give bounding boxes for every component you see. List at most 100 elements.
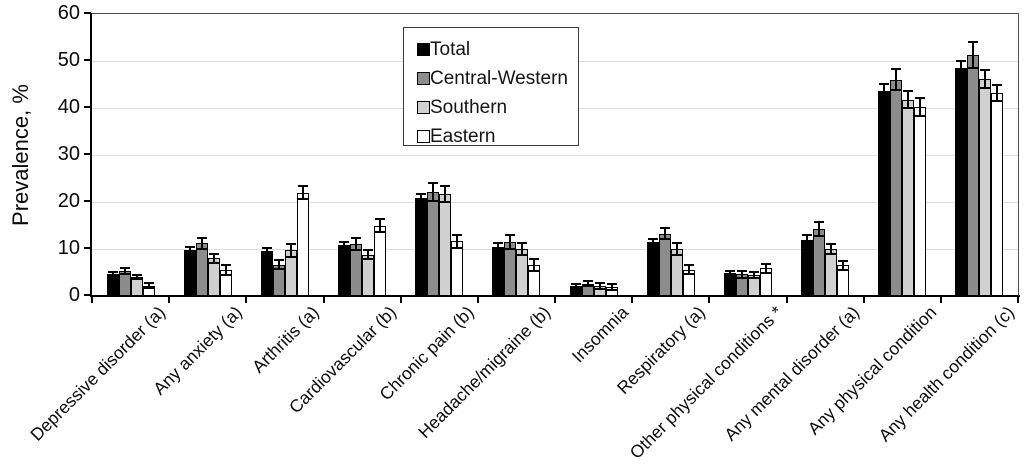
x-tick [245, 297, 248, 303]
error-bar [135, 274, 138, 279]
error-bar-cap [606, 283, 617, 286]
error-bar-cap [416, 193, 427, 196]
error-bar [111, 272, 114, 276]
bar [195, 243, 208, 296]
error-bar-cap [273, 259, 284, 262]
bar [207, 258, 220, 296]
y-tick [84, 294, 91, 296]
x-tick [476, 297, 479, 303]
error-bar [200, 237, 203, 249]
error-bar [521, 243, 524, 255]
error-bar [919, 98, 922, 116]
error-bar-cap [375, 231, 386, 234]
bar [890, 79, 903, 296]
error-bar-cap [736, 276, 747, 279]
error-bar-cap [452, 233, 463, 236]
error-bar-cap [184, 245, 195, 248]
bar [106, 273, 119, 296]
error-bar-cap [196, 248, 207, 250]
error-bar-cap [261, 253, 272, 256]
legend-label: Southern [430, 97, 508, 118]
error-bar-cap [760, 263, 771, 266]
error-bar-cap [452, 247, 463, 250]
y-tick-label: 30 [57, 143, 80, 165]
error-bar [960, 61, 963, 75]
y-tick-label: 10 [57, 237, 80, 259]
error-bar-cap [493, 242, 504, 245]
bar [646, 242, 659, 296]
error-bar [675, 242, 678, 256]
error-bar-cap [724, 269, 735, 272]
error-bar [740, 271, 743, 278]
legend-item: Total [417, 35, 578, 64]
bar [914, 107, 927, 296]
x-tick [862, 297, 865, 303]
x-category-label: Any physical condition [803, 302, 941, 439]
bar [362, 254, 375, 296]
error-bar-cap [570, 286, 581, 289]
error-bar-cap [297, 185, 308, 188]
bar [658, 233, 671, 296]
error-bar [343, 241, 346, 249]
y-tick-label: 20 [57, 190, 80, 212]
error-bar-cap [505, 248, 516, 250]
error-bar-cap [351, 249, 362, 252]
y-tick [84, 12, 91, 14]
error-bar [224, 265, 227, 276]
error-bar-cap [493, 249, 504, 252]
error-bar-cap [582, 285, 593, 288]
legend-item: Central-Western [417, 64, 578, 93]
x-category-label: Headache/migraine (b) [414, 302, 555, 443]
x-category-label: Insomnia [567, 302, 632, 367]
error-bar-cap [980, 86, 991, 89]
error-bar [752, 271, 755, 279]
error-bar-cap [594, 282, 605, 285]
bar [902, 99, 915, 296]
y-tick-label: 60 [57, 2, 80, 24]
error-bar [806, 235, 809, 244]
error-bar [842, 260, 845, 271]
error-bar-cap [903, 107, 914, 110]
error-bar-cap [196, 236, 207, 239]
error-bar [456, 234, 459, 249]
error-bar-cap [339, 240, 350, 243]
error-bar-cap [814, 234, 825, 237]
error-bar-cap [505, 233, 516, 236]
error-bar [764, 264, 767, 273]
error-bar-cap [131, 273, 142, 276]
error-bar-cap [143, 282, 154, 285]
bar [260, 251, 273, 296]
error-bar [420, 194, 423, 202]
error-bar-cap [440, 201, 451, 203]
error-bar-cap [351, 237, 362, 240]
error-bar [355, 238, 358, 251]
bar [338, 245, 351, 296]
y-tick [84, 200, 91, 202]
error-bar-cap [440, 185, 451, 188]
error-bar [574, 284, 577, 288]
error-bar-cap [208, 253, 219, 256]
error-bar-cap [891, 89, 902, 92]
error-bar-cap [107, 274, 118, 277]
error-bar [497, 243, 500, 251]
error-bar-cap [992, 83, 1003, 86]
error-bar-cap [748, 277, 759, 280]
y-axis-line [90, 13, 92, 297]
error-bar-cap [647, 237, 658, 240]
error-bar-cap [143, 287, 154, 290]
legend: Total Central-Western Southern Eastern [403, 27, 579, 146]
y-tick-label: 0 [68, 284, 80, 306]
error-bar [663, 227, 666, 240]
bar [801, 239, 814, 296]
x-tick [1017, 297, 1019, 303]
x-tick [939, 297, 942, 303]
bar [350, 244, 363, 296]
legend-item: Eastern [417, 122, 578, 151]
x-category-label: Depressive disorder (a) [25, 302, 169, 445]
x-category-label: Any mental disorder (a) [720, 302, 864, 445]
x-tick [708, 297, 711, 303]
error-bar-cap [220, 263, 231, 266]
error-bar-cap [671, 254, 682, 257]
error-bar-cap [826, 242, 837, 245]
